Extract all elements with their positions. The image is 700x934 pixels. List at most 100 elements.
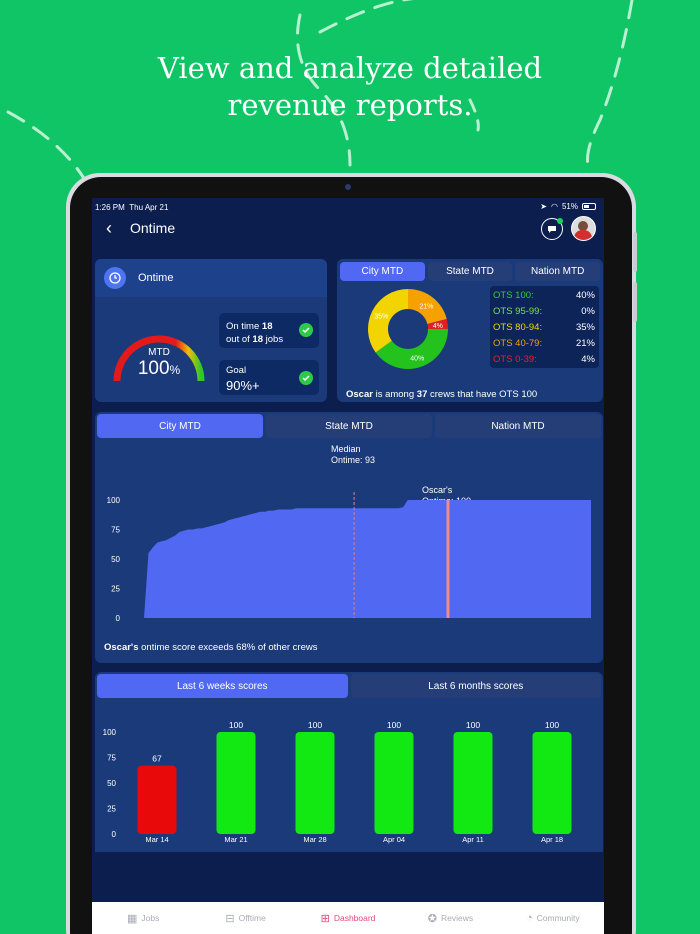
donut-slice-label: 40% bbox=[410, 356, 424, 363]
y-tick-label: 25 bbox=[111, 585, 120, 594]
oscar-marker bbox=[446, 500, 450, 618]
ontime-card-title: Ontime bbox=[138, 272, 174, 284]
tab-label: Offtime bbox=[238, 913, 266, 923]
y-tick-label: 50 bbox=[111, 555, 120, 564]
ots-row: OTS 100: 40% bbox=[490, 287, 599, 303]
ontime-card: Ontime MTD 100% On time 18 out of 18 job… bbox=[95, 259, 327, 402]
bar-value-label: 100 bbox=[466, 720, 480, 730]
scores-tab-last-6-months-scores[interactable]: Last 6 months scores bbox=[350, 674, 601, 698]
headline-line-1: View and analyze detailed bbox=[157, 51, 543, 85]
goal-box: Goal 90%+ bbox=[219, 360, 319, 395]
ots-row-label: OTS 40-79: bbox=[493, 338, 543, 349]
bar-value-label: 67 bbox=[152, 754, 162, 764]
ontime-distribution-chart: 0 25 50 75 100 bbox=[107, 492, 591, 623]
check-icon bbox=[299, 371, 313, 385]
ontime-card-header: Ontime bbox=[95, 259, 327, 297]
headline: View and analyze detailed revenue report… bbox=[0, 50, 700, 124]
ontime-total: 18 bbox=[252, 334, 263, 345]
ots-tabs: City MTD State MTD Nation MTD bbox=[340, 262, 601, 281]
tab-community[interactable]: ◔ Community bbox=[502, 902, 604, 934]
ontime-middle: out of bbox=[226, 334, 250, 345]
ots-row-label: OTS 0-39: bbox=[493, 354, 537, 365]
tab-dashboard[interactable]: ⊞ Dashboard bbox=[297, 902, 399, 934]
ontime-count-box: On time 18 out of 18 jobs bbox=[219, 313, 319, 348]
battery-icon bbox=[582, 203, 596, 210]
goal-value: 90%+ bbox=[226, 378, 260, 393]
avatar[interactable] bbox=[571, 216, 596, 241]
y-tick-label: 100 bbox=[107, 496, 121, 505]
distribution-tab-state-mtd[interactable]: State MTD bbox=[266, 414, 432, 438]
tab-label: Dashboard bbox=[333, 913, 376, 923]
ots-row-label: OTS 95-99: bbox=[493, 306, 543, 317]
scores-tabs: Last 6 weeks scores Last 6 months scores bbox=[97, 674, 601, 698]
donut-slice-label: 4% bbox=[433, 323, 443, 330]
volume-button bbox=[633, 282, 637, 322]
ots-row-value: 40% bbox=[575, 290, 595, 301]
ots-row: OTS 40-79: 21% bbox=[490, 335, 599, 351]
tab-label: Reviews bbox=[440, 913, 474, 923]
bar bbox=[216, 732, 256, 834]
status-bar: 1:26 PM Thu Apr 21 ➤ ◠ 51% bbox=[92, 198, 604, 216]
ots-tab-state-mtd[interactable]: State MTD bbox=[427, 262, 513, 281]
ots-row-value: 21% bbox=[575, 338, 595, 349]
donut-slice bbox=[427, 319, 448, 329]
donut-slice-label: 21% bbox=[419, 303, 433, 310]
x-tick-label: Apr 18 bbox=[541, 835, 563, 844]
bar bbox=[532, 732, 572, 834]
ots-row-value: 35% bbox=[575, 322, 595, 333]
median-label-line-1: Median bbox=[331, 444, 361, 454]
tab-bar: ▦ Jobs ⊟ Offtime ⊞ Dashboard ✪ Reviews ◔ Communit… bbox=[92, 902, 604, 934]
gauge-label: MTD bbox=[148, 347, 170, 358]
bar bbox=[137, 765, 177, 834]
calendar-minus-icon: ⊟ bbox=[225, 912, 235, 925]
tab-label: Jobs bbox=[141, 913, 160, 923]
distribution-note: Oscar's ontime score exceeds 68% of othe… bbox=[104, 642, 318, 653]
distribution-tab-nation-mtd[interactable]: Nation MTD bbox=[435, 414, 601, 438]
y-tick-label: 0 bbox=[112, 830, 117, 839]
app-screen: 1:26 PM Thu Apr 21 ➤ ◠ 51% ‹ Ontime Onti… bbox=[92, 198, 604, 934]
status-icons: ➤ ◠ 51% bbox=[540, 202, 596, 211]
star-icon: ✪ bbox=[427, 912, 437, 925]
wifi-icon: ◠ bbox=[551, 202, 558, 211]
y-tick-label: 100 bbox=[103, 728, 117, 737]
x-tick-label: Apr 11 bbox=[462, 835, 484, 844]
camera-dot bbox=[345, 184, 351, 190]
tab-reviews[interactable]: ✪ Reviews bbox=[399, 902, 501, 934]
tab-offtime[interactable]: ⊟ Offtime bbox=[194, 902, 296, 934]
gauge-unit: % bbox=[169, 363, 181, 377]
ots-row: OTS 95-99: 0% bbox=[490, 303, 599, 319]
chat-bubble-icon bbox=[548, 225, 556, 233]
headline-line-2: revenue reports. bbox=[227, 88, 473, 122]
ots-row: OTS 80-94: 35% bbox=[490, 319, 599, 335]
oscar-label-line-1: Oscar's bbox=[422, 485, 453, 495]
bar bbox=[374, 732, 414, 834]
ots-tab-nation-mtd[interactable]: Nation MTD bbox=[515, 262, 601, 281]
chat-button[interactable] bbox=[541, 218, 563, 240]
distribution-tab-city-mtd[interactable]: City MTD bbox=[97, 414, 263, 438]
tab-jobs[interactable]: ▦ Jobs bbox=[92, 902, 194, 934]
y-tick-label: 25 bbox=[107, 805, 116, 814]
status-time: 1:26 PM Thu Apr 21 bbox=[95, 203, 169, 212]
bar-value-label: 100 bbox=[229, 720, 243, 730]
ots-row-label: OTS 100: bbox=[493, 290, 534, 301]
weekly-scores-chart: 0 25 50 75 100 67 Mar 14 100 Mar 21 100 Mar 28 100 A… bbox=[103, 720, 572, 844]
bar bbox=[453, 732, 493, 834]
ots-tab-city-mtd[interactable]: City MTD bbox=[340, 262, 425, 281]
ontime-gauge bbox=[113, 335, 205, 382]
ots-row-value: 4% bbox=[581, 354, 595, 365]
battery-percent: 51% bbox=[561, 202, 578, 211]
dashboard-icon: ⊞ bbox=[320, 912, 330, 925]
nav-bar: ‹ Ontime bbox=[92, 216, 604, 242]
ots-row-label: OTS 80-94: bbox=[493, 322, 543, 333]
x-tick-label: Mar 21 bbox=[224, 835, 247, 844]
page-title: Ontime bbox=[130, 220, 176, 236]
scores-tab-last-6-weeks-scores[interactable]: Last 6 weeks scores bbox=[97, 674, 348, 698]
area-series bbox=[144, 500, 591, 618]
donut-slice bbox=[368, 289, 408, 353]
donut-slice-label: 35% bbox=[374, 313, 388, 320]
ots-card: City MTD State MTD Nation MTD 21% 4% 40% 35% … bbox=[337, 259, 603, 402]
gauge-readout: MTD 100% bbox=[127, 347, 191, 380]
tab-label: Community bbox=[536, 913, 580, 923]
back-chevron-icon[interactable]: ‹ bbox=[106, 218, 112, 238]
